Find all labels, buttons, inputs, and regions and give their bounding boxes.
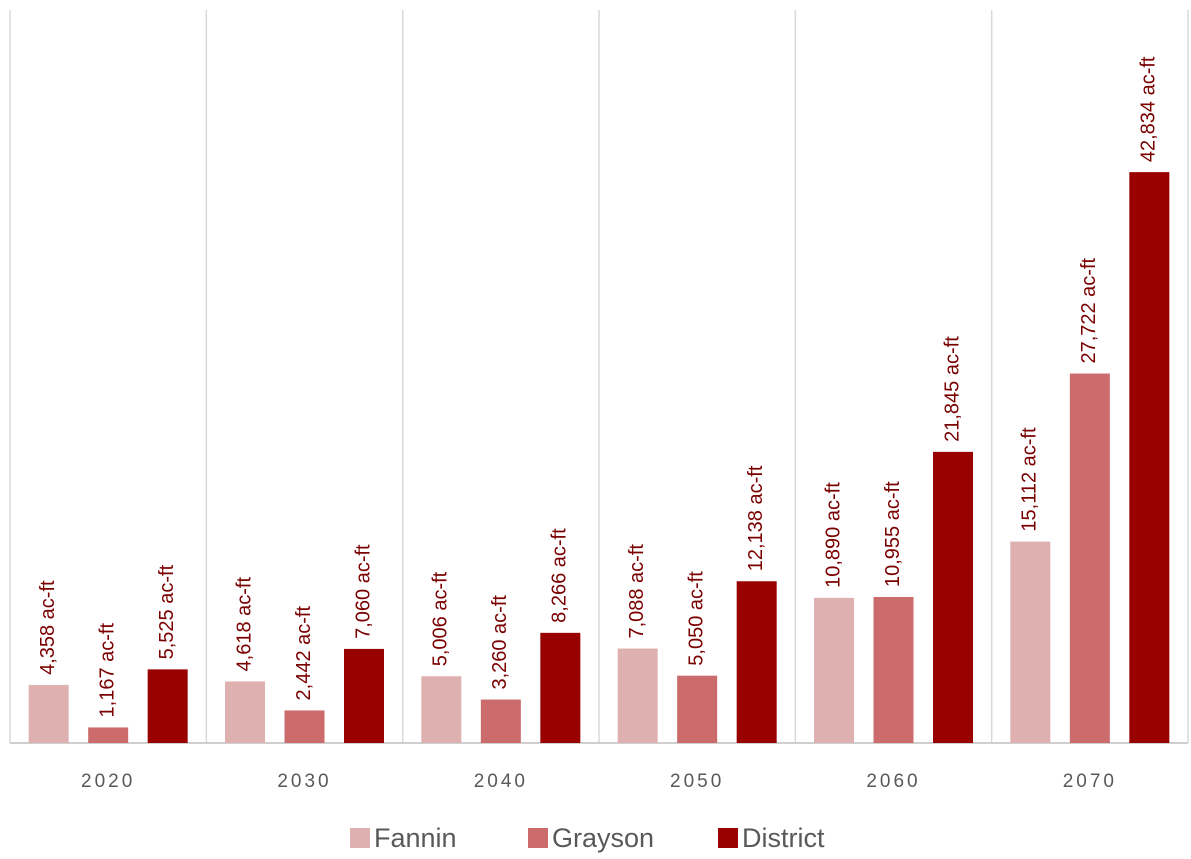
bar — [1069, 373, 1110, 743]
data-label: 5,006 ac-ft — [430, 571, 452, 666]
data-label: 4,358 ac-ft — [37, 580, 59, 675]
bar — [147, 669, 188, 743]
data-label: 5,525 ac-ft — [156, 564, 178, 659]
bar — [617, 648, 658, 743]
bar — [225, 681, 265, 743]
bar — [933, 451, 973, 743]
bar — [814, 597, 854, 743]
data-label: 7,088 ac-ft — [626, 544, 648, 639]
legend-swatch — [528, 828, 548, 848]
bar — [344, 648, 384, 743]
legend-swatch — [350, 828, 370, 848]
bar — [421, 676, 462, 743]
data-label: 42,834 ac-ft — [1138, 56, 1160, 162]
data-label: 7,060 ac-ft — [352, 544, 374, 639]
legend-label: Grayson — [552, 823, 654, 853]
data-label: 15,112 ac-ft — [1019, 427, 1041, 532]
bar — [873, 596, 914, 743]
x-tick-label: 2060 — [866, 771, 920, 792]
data-label: 4,618 ac-ft — [233, 577, 255, 672]
bar — [88, 727, 129, 743]
bar — [28, 684, 69, 743]
x-tick-label: 2070 — [1063, 771, 1117, 792]
bar — [480, 699, 521, 743]
x-tick-label: 2040 — [474, 771, 528, 792]
data-label: 5,050 ac-ft — [685, 571, 707, 666]
data-label: 8,266 ac-ft — [549, 528, 571, 623]
legend-label: District — [742, 823, 825, 853]
data-label: 3,260 ac-ft — [489, 595, 511, 690]
bar — [1129, 172, 1170, 744]
bar — [284, 710, 325, 743]
bar — [540, 632, 581, 743]
data-label: 27,722 ac-ft — [1078, 257, 1100, 363]
bar — [677, 675, 718, 743]
data-label: 21,845 ac-ft — [941, 336, 963, 442]
data-label: 12,138 ac-ft — [745, 465, 767, 571]
x-tick-label: 2050 — [670, 771, 724, 792]
bar — [1010, 541, 1051, 743]
x-tick-label: 2020 — [81, 771, 135, 792]
legend-swatch — [718, 828, 738, 848]
data-label: 10,955 ac-ft — [882, 481, 904, 587]
bar — [736, 581, 777, 743]
data-label: 1,167 ac-ft — [96, 623, 118, 718]
x-tick-label: 2030 — [277, 771, 331, 792]
data-label: 10,890 ac-ft — [822, 482, 844, 588]
legend-label: Fannin — [374, 823, 457, 853]
data-label: 2,442 ac-ft — [293, 606, 315, 701]
